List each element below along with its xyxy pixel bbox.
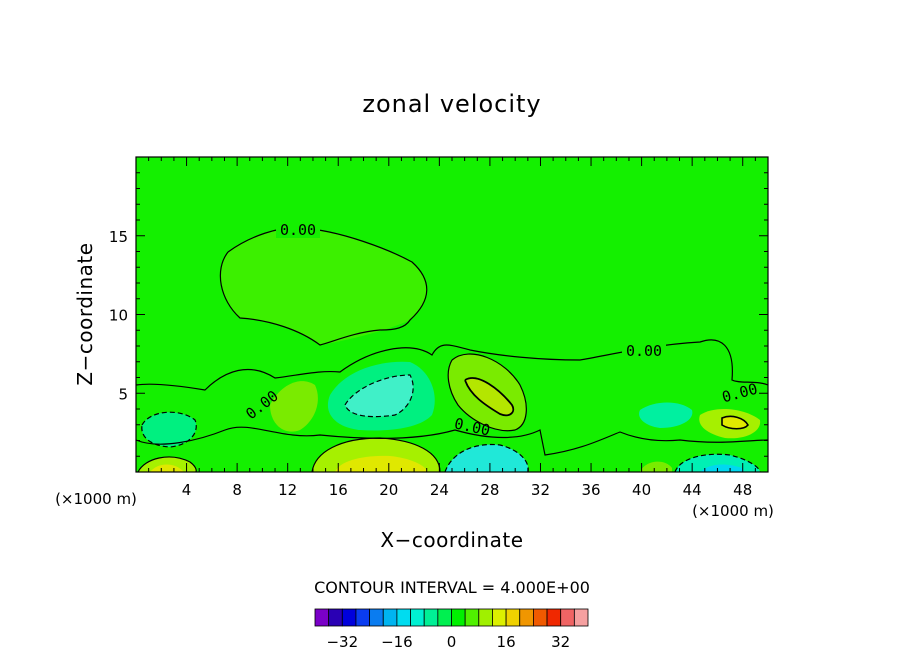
- y-axis-label: Z−coordinate: [73, 242, 97, 385]
- colorbar-swatch: [328, 608, 343, 627]
- colorbar-swatch: [533, 608, 548, 627]
- x-tick-label: 24: [430, 481, 449, 499]
- colorbar-swatch: [355, 608, 371, 627]
- x-tick-label: 40: [632, 481, 651, 499]
- x-unit-label-left: (×1000 m): [55, 490, 137, 508]
- chart-title: zonal velocity: [362, 90, 541, 118]
- colorbar-swatch: [437, 608, 452, 627]
- x-tick-label: 12: [278, 481, 297, 499]
- y-axis-ticks: 5 10 15: [109, 172, 768, 457]
- contour-bottom-46: [674, 453, 761, 473]
- contour-28-pos: [447, 353, 527, 432]
- colorbar-tick-label: 0: [447, 633, 457, 651]
- contour-left-neg: [141, 411, 197, 448]
- contour-bottom-4: [137, 456, 197, 473]
- colorbar-swatch: [560, 608, 575, 627]
- colorbar-swatch: [410, 608, 425, 627]
- colorbar-tick-label: 32: [551, 633, 570, 651]
- zero-contour-plume: [135, 339, 769, 391]
- colorbar-swatch: [464, 608, 480, 627]
- bottom-47-core: [700, 464, 744, 472]
- colorbar-swatch: [396, 608, 411, 627]
- colorbar-swatch: [478, 608, 493, 627]
- x-tick-label: 36: [581, 481, 600, 499]
- left-blob-negative: [141, 412, 197, 447]
- bottom-40-positive: [640, 461, 672, 472]
- contour-labels: 0.00 0.00 0.00 0.00 0.00: [242, 221, 759, 440]
- x-tick-label: 16: [329, 481, 348, 499]
- contour-right-47: [721, 415, 749, 430]
- bottom-20-core: [335, 455, 428, 472]
- x-tick-label: 20: [379, 481, 398, 499]
- x-tick-label: 4: [182, 481, 192, 499]
- colorbar-swatch: [492, 608, 507, 627]
- y-tick-label: 5: [118, 385, 128, 403]
- bottom-28-negative: [445, 444, 529, 472]
- colorbar-tick-label: −32: [326, 633, 358, 651]
- colorbar-swatch: [573, 608, 589, 627]
- contour-lines: [135, 227, 769, 473]
- blob-28-core: [465, 378, 514, 416]
- y-tick-label: 15: [109, 228, 128, 246]
- colorbar-swatch: [341, 608, 357, 627]
- contour-28-core: [464, 377, 515, 417]
- plume-zero-region: [220, 227, 427, 345]
- contour-label: 0.00: [626, 342, 662, 360]
- colorbar-swatch: [519, 608, 534, 627]
- x-axis-ticks: 4 8 12 16 20 24 28 32 36 40 44 48: [148, 157, 756, 499]
- x-tick-label: 28: [480, 481, 499, 499]
- mid-left-positive: [270, 381, 318, 432]
- colorbar-swatch: [505, 608, 521, 627]
- contour-label: 0.00: [280, 221, 316, 239]
- colorbar-tick-label: −16: [381, 633, 413, 651]
- x-tick-label: 8: [232, 481, 242, 499]
- colorbar-swatch: [382, 608, 398, 627]
- right-blob-negative: [639, 402, 693, 428]
- x-tick-label: 32: [531, 481, 550, 499]
- colorbar-labels: −32 −16 0 16 32: [326, 633, 570, 651]
- x-unit-label-right: (×1000 m): [692, 502, 774, 520]
- colorbar-tick-label: 16: [497, 633, 516, 651]
- bottom-4-core: [150, 464, 184, 472]
- x-tick-label: 48: [733, 481, 752, 499]
- contour-interval-text: CONTOUR INTERVAL = 4.000E+00: [314, 578, 590, 597]
- zero-contour-lower: [135, 426, 769, 456]
- blob-20-core: [345, 375, 414, 417]
- colorbar-swatch: [546, 608, 562, 627]
- x-tick-label: 44: [683, 481, 702, 499]
- x-axis-label: X−coordinate: [380, 528, 523, 552]
- colorbar-swatch: [451, 608, 466, 627]
- y-tick-label: 10: [109, 307, 128, 325]
- colorbar: [314, 608, 589, 627]
- colorbar-swatch: [423, 608, 439, 627]
- contour-bottom-28: [444, 443, 529, 473]
- plot-area: 0.00 0.00 0.00 0.00 0.00 4 8 12 16 20 24 28 32 3…: [109, 156, 769, 499]
- colorbar-swatch: [369, 608, 384, 627]
- contour-bottom-20: [311, 437, 441, 473]
- colorbar-swatch: [314, 608, 330, 627]
